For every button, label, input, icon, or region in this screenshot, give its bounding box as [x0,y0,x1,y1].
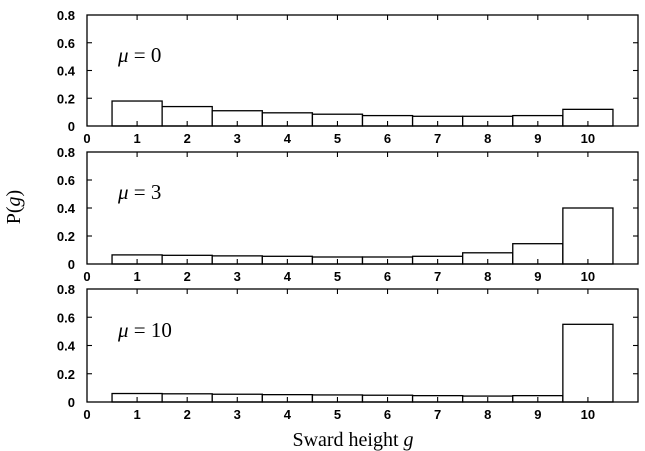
x-tick-label: 6 [384,131,391,146]
y-tick-label: 0.4 [57,201,76,216]
y-tick-label: 0.6 [57,36,75,51]
panel-1: 0 0.2 0.4 0.6 0.8 0 1 2 3 4 5 6 7 8 9 10 μ = 0 [57,8,639,146]
x-tick-label: 3 [234,269,241,284]
x-tick-label: 7 [434,269,441,284]
x-tick-label: 2 [184,269,191,284]
x-tick-label: 3 [234,407,241,422]
x-tick-label: 7 [434,407,441,422]
panel-2: 0 0.2 0.4 0.6 0.8 0 1 2 3 4 5 6 7 8 9 10 μ = 3 [57,145,639,284]
bar-10 [562,323,614,403]
y-tick-label: 0 [68,119,75,134]
x-tick-label: 5 [334,269,341,284]
x-tick-label: 1 [133,269,140,284]
panel-annotation: μ = 10 [117,318,172,342]
y-tick-label: 0.4 [57,339,76,354]
x-tick-label: 9 [534,269,541,284]
x-tick-label: 4 [284,269,292,284]
plot-frame [86,288,639,403]
x-tick-label: 5 [334,131,341,146]
x-tick-label: 0 [83,269,90,284]
x-tick-label: 2 [184,407,191,422]
y-tick-label: 0.6 [57,173,75,188]
y-tick-label: 0.8 [57,8,75,23]
x-tick-label: 5 [334,407,341,422]
bar-10 [562,207,614,265]
panel-3: 0 0.2 0.4 0.6 0.8 0 1 2 3 4 5 6 7 8 9 10 μ = 10 [57,282,639,422]
x-tick-label: 2 [184,131,191,146]
x-tick-label: 4 [284,407,292,422]
x-tick-label: 1 [133,407,140,422]
x-tick-label: 10 [581,269,595,284]
x-tick-label: 10 [581,131,595,146]
x-tick-label: 0 [83,407,90,422]
panel-annotation: μ = 0 [117,43,161,67]
y-tick-label: 0.2 [57,229,75,244]
y-tick-label: 0.8 [57,145,75,160]
x-tick-label: 0 [83,131,90,146]
x-tick-label: 8 [484,269,491,284]
y-tick-label: 0.6 [57,310,75,325]
y-tick-label: 0.4 [57,64,76,79]
x-tick-label: 10 [581,407,595,422]
x-tick-label: 6 [384,269,391,284]
y-axis-title: P(g) [3,190,25,224]
x-tick-label: 9 [534,131,541,146]
x-tick-label: 3 [234,131,241,146]
x-tick-label: 4 [284,131,292,146]
x-axis-title: Sward height g [292,429,413,451]
y-tick-label: 0 [68,395,75,410]
x-tick-label: 8 [484,407,491,422]
panel-annotation: μ = 3 [117,180,161,204]
y-tick-label: 0.8 [57,282,75,297]
x-tick-label: 1 [133,131,140,146]
x-tick-label: 9 [534,407,541,422]
y-tick-label: 0 [68,257,75,272]
x-tick-label: 7 [434,131,441,146]
x-tick-label: 8 [484,131,491,146]
y-tick-label: 0.2 [57,367,75,382]
y-tick-label: 0.2 [57,91,75,106]
x-tick-label: 6 [384,407,391,422]
